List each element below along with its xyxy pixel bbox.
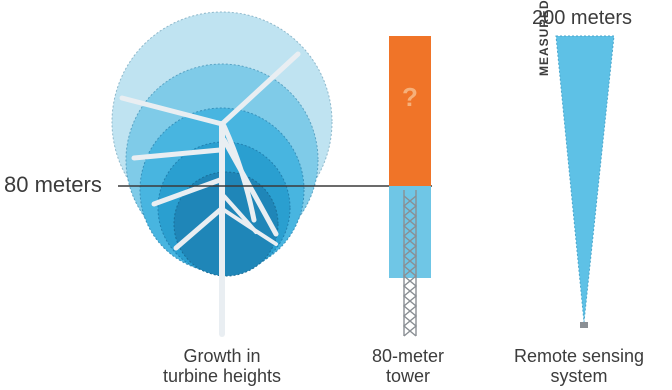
sensing-cone: [555, 35, 615, 323]
caption-turbine-line1: Growth in: [183, 346, 261, 366]
tower-measured-section: [389, 186, 431, 278]
met-tower: ?: [389, 36, 431, 337]
caption-tower-line1: 80-meter: [371, 346, 445, 366]
remote-sensing-beam: [555, 35, 615, 328]
label-80-meters: 80 meters: [4, 172, 102, 197]
unknown-question-mark: ?: [402, 82, 418, 112]
turbine-blade-left-top: [119, 95, 225, 127]
caption-tower: 80-meter tower: [313, 346, 503, 386]
turbine: [119, 51, 301, 337]
lattice-mast: [402, 190, 418, 337]
caption-remote-sensing: Remote sensing system: [484, 346, 672, 386]
turbine-blade-left-bottom: [173, 207, 223, 251]
label-measured: MEASURED: [537, 0, 551, 76]
caption-remote-line2: system: [550, 366, 608, 386]
turbine-blade-curve-2: [221, 137, 279, 237]
label-200-meters: 200 meters: [532, 7, 633, 29]
caption-turbine-heights: Growth in turbine heights: [127, 346, 317, 386]
rotor-circle-smallest: [173, 171, 279, 277]
turbine-blade-curve-4: [222, 208, 278, 246]
tower-unknown-section: [389, 36, 431, 186]
caption-turbine-line2: turbine heights: [162, 366, 282, 386]
turbine-blade-left-low: [151, 177, 223, 207]
turbine-blade-upper-right: [219, 51, 301, 127]
turbine-blade-left-mid: [131, 147, 223, 161]
sensing-device: [580, 322, 588, 328]
caption-remote-line1: Remote sensing: [513, 346, 645, 366]
caption-tower-line2: tower: [385, 366, 430, 386]
